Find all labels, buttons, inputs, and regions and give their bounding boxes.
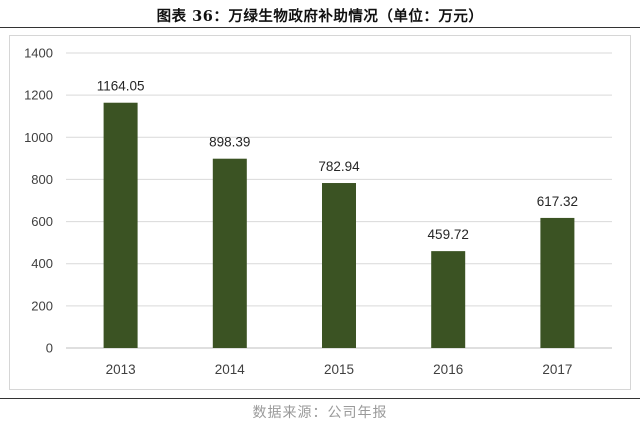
bar [322, 183, 356, 348]
data-label: 1164.05 [97, 79, 145, 94]
y-tick-label: 600 [31, 214, 53, 229]
data-label: 782.94 [318, 159, 360, 174]
source-divider [0, 398, 640, 399]
data-label: 617.32 [537, 194, 578, 209]
bar [103, 102, 138, 348]
x-tick-label: 2014 [215, 362, 246, 377]
bar [212, 158, 247, 348]
title-divider [0, 27, 640, 28]
y-tick-label: 1400 [24, 46, 53, 61]
y-tick-label: 1000 [24, 130, 53, 145]
y-tick-label: 0 [46, 341, 53, 356]
figure-title: 图表 36：万绿生物政府补助情况（单位：万元） [156, 8, 484, 25]
source-note: 数据来源：公司年报 [252, 405, 388, 421]
y-tick-label: 800 [31, 172, 53, 187]
y-tick-label: 1200 [24, 88, 53, 103]
y-tick-label: 200 [31, 298, 53, 313]
x-tick-label: 2015 [324, 362, 354, 377]
bar [540, 217, 575, 348]
x-tick-label: 2013 [106, 362, 136, 377]
x-tick-label: 2016 [433, 362, 463, 377]
bar [431, 251, 466, 348]
x-tick-label: 2017 [542, 362, 572, 377]
data-label: 459.72 [428, 227, 469, 242]
y-tick-label: 400 [31, 256, 53, 271]
data-label: 898.39 [209, 135, 250, 150]
